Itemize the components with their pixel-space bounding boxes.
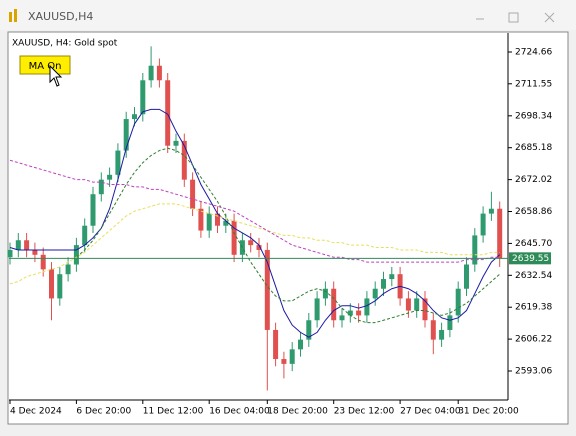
close-button[interactable] [544,12,555,23]
x-tick-label: 16 Dec 04:00 [209,407,270,417]
title-bar [0,0,576,30]
candle-body [156,65,162,81]
candle-body [82,225,88,246]
candle-body [347,310,353,316]
candle-body [381,279,386,289]
y-tick-label: 2711.55 [515,79,552,89]
candle-body [273,329,279,360]
moving-average-line [9,159,500,263]
candle-body [339,315,345,321]
chart-title: XAUUSD, H4: Gold spot [12,39,118,49]
candle-body [90,194,96,226]
candle-body [181,140,187,180]
candle-body [32,249,38,255]
candle-body [7,249,13,258]
moving-average-line [9,108,501,338]
candle-body [98,179,104,195]
candle-body [306,320,312,340]
y-tick-label: 2593.06 [515,367,552,377]
y-tick-label: 2685.18 [515,143,552,153]
candle-body [480,213,486,236]
candle-body [364,298,370,316]
candle-body [148,65,154,81]
candle-body [430,320,436,340]
y-tick-label: 2672.02 [515,175,552,185]
plot-area [7,46,503,391]
candle-body [298,339,303,350]
last-price-box [509,252,551,265]
candle-body [198,208,204,231]
candle-body [472,235,478,265]
y-tick-label: 2632.54 [515,271,552,281]
y-tick-label: 2606.22 [515,335,552,345]
candle-body [464,264,469,289]
candle-body [356,310,362,316]
candle-body [497,208,503,259]
x-tick-label: 4 Dec 2024 [10,407,62,417]
y-tick-label: 2698.34 [515,111,552,121]
candle-body [256,245,262,250]
x-tick-label: 11 Dec 12:00 [143,407,204,417]
ma-button[interactable] [19,55,71,75]
y-tick-label: 2724.66 [515,48,552,58]
candle-body [132,114,137,120]
x-tick-label: 31 Dec 20:00 [458,407,519,417]
candle-body [405,298,411,311]
y-tick-label: 2658.86 [515,207,552,217]
last-price-label: 2639.55 [512,254,549,264]
mouse-cursor [49,64,63,87]
candle-body [49,269,54,299]
candle-body [322,288,328,299]
x-tick-label: 6 Dec 20:00 [76,407,131,417]
candle-body [40,254,46,270]
candle-body [414,298,420,311]
candle-body [422,298,428,321]
candle-body [123,119,129,151]
candle-body [248,240,254,246]
app-icon [9,9,17,22]
candle-body [439,329,445,340]
ma-toggle[interactable]: MA On [19,55,71,75]
moving-average-line [76,147,501,324]
x-tick-label: 27 Dec 04:00 [400,407,461,417]
x-tick-label: 23 Dec 12:00 [334,407,395,417]
window-title: XAUUSD,H4 [28,10,93,23]
candle-body [65,264,71,275]
candle-body [57,274,63,299]
candle-body [165,80,171,146]
candle-body [215,213,220,226]
candle-body [173,140,179,146]
ma-button-label[interactable]: MA On [29,61,62,72]
y-tick-label: 2619.38 [515,303,552,313]
candle-body [190,179,196,209]
candle-body [264,249,270,330]
x-tick-label: 18 Dec 20:00 [267,407,328,417]
candle-body [24,240,30,250]
candle-body [223,220,229,226]
candle-body [115,150,121,175]
candle-body [73,245,79,265]
candle-body [488,208,494,214]
candle-body [206,213,212,231]
candle-body [372,288,378,299]
candle-body [447,315,453,330]
candle-body [289,349,295,364]
candle-body [455,288,461,316]
maximize-button[interactable] [508,12,519,23]
candle-body [331,288,337,321]
candle-body [107,174,113,180]
candle-body [15,240,21,250]
y-tick-label: 2645.70 [515,239,552,249]
candle-body [281,359,287,364]
candle-body [314,298,320,321]
candle-body [231,220,237,255]
moving-average-line [9,203,500,285]
candle-body [389,274,395,280]
candle-body [140,80,146,115]
